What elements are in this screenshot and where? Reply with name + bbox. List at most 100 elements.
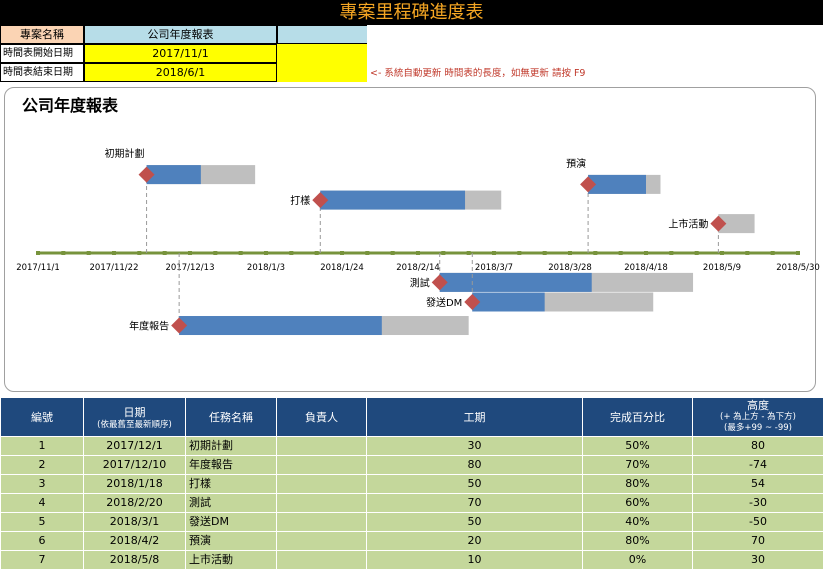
cell-height[interactable]: 70 [692,531,823,551]
task-bar-remaining[interactable] [718,214,755,234]
col-header-id[interactable]: 編號 [0,397,84,437]
cell-id[interactable]: 5 [0,512,84,532]
cell-id[interactable]: 1 [0,436,84,456]
cell-percent[interactable]: 40% [582,512,693,532]
cell-date[interactable]: 2017/12/1 [83,436,186,456]
col-header-height-sub2: (最多+99 ~ -99) [724,423,792,433]
cell-owner[interactable] [276,455,367,475]
cell-duration[interactable]: 80 [366,455,583,475]
cell-owner[interactable] [276,550,367,570]
cell-duration[interactable]: 50 [366,474,583,494]
axis-marker [745,251,750,255]
col-header-height-label: 高度 [747,399,769,412]
axis-marker [669,251,674,255]
cell-percent[interactable]: 80% [582,474,693,494]
cell-task[interactable]: 發送DM [185,512,277,532]
axis-marker [314,251,319,255]
milestone-marker[interactable] [580,176,597,193]
cell-task[interactable]: 測試 [185,493,277,513]
cell-height[interactable]: 30 [692,550,823,570]
cell-date[interactable]: 2017/12/10 [83,455,186,475]
cell-task[interactable]: 預演 [185,531,277,551]
cell-task[interactable]: 上市活動 [185,550,277,570]
cell-owner[interactable] [276,512,367,532]
table-row: 5 2018/3/1 發送DM 50 40% -50 [0,512,823,532]
timeline-chart[interactable] [4,87,816,392]
col-header-height[interactable]: 高度 (+ 為上方 - 為下方) (最多+99 ~ -99) [692,397,823,437]
cell-date[interactable]: 2018/5/8 [83,550,186,570]
cell-id[interactable]: 7 [0,550,84,570]
col-header-owner[interactable]: 負責人 [276,397,367,437]
milestone-marker[interactable] [464,294,481,310]
cell-date[interactable]: 2018/1/18 [83,474,186,494]
cell-date[interactable]: 2018/3/1 [83,512,186,532]
end-date-field[interactable]: 2018/6/1 [84,63,277,82]
start-date-field[interactable]: 2017/11/1 [84,44,277,63]
cell-owner[interactable] [276,531,367,551]
cell-owner[interactable] [276,493,367,513]
col-header-percent[interactable]: 完成百分比 [582,397,693,437]
milestone-marker[interactable] [312,192,329,209]
auto-update-hint: <- 系統自動更新 時間表的長度，如無更新 請按 F9 [370,68,586,79]
milestone-marker[interactable] [171,317,188,334]
cell-date[interactable]: 2018/2/20 [83,493,186,513]
axis-tick-label: 2018/3/7 [475,263,513,273]
start-date-extra-cell[interactable] [277,44,367,63]
axis-tick-label: 2018/1/3 [247,263,285,273]
col-header-date[interactable]: 日期 (依最舊至最新順序) [83,397,186,437]
axis-marker [86,251,91,255]
project-name-extra-cell[interactable] [277,25,367,44]
cell-id[interactable]: 4 [0,493,84,513]
cell-percent[interactable]: 80% [582,531,693,551]
cell-task[interactable]: 年度報告 [185,455,277,475]
milestone-marker[interactable] [431,274,448,291]
cell-date[interactable]: 2018/4/2 [83,531,186,551]
milestone-marker[interactable] [138,166,155,183]
col-header-height-sub1: (+ 為上方 - 為下方) [720,412,796,422]
end-date-extra-cell[interactable] [277,63,367,82]
task-bar-complete[interactable] [146,165,201,185]
cell-height[interactable]: -30 [692,493,823,513]
cell-height[interactable]: 54 [692,474,823,494]
task-bar-complete[interactable] [588,174,646,194]
axis-marker [770,251,775,255]
task-bar-complete[interactable] [439,272,592,292]
cell-percent[interactable]: 70% [582,455,693,475]
task-bar-complete[interactable] [179,316,382,336]
axis-marker [441,251,446,255]
cell-duration[interactable]: 20 [366,531,583,551]
axis-tick-label: 2018/5/9 [703,263,741,273]
cell-percent[interactable]: 60% [582,493,693,513]
cell-id[interactable]: 3 [0,474,84,494]
axis-marker [365,251,370,255]
cell-id[interactable]: 2 [0,455,84,475]
cell-duration[interactable]: 30 [366,436,583,456]
table-row: 1 2017/12/1 初期計劃 30 50% 80 [0,436,823,456]
cell-owner[interactable] [276,474,367,494]
axis-tick-label: 2018/4/18 [624,263,668,273]
project-name-value[interactable]: 公司年度報表 [84,25,277,44]
task-bar-complete[interactable] [320,190,466,210]
cell-owner[interactable] [276,436,367,456]
cell-percent[interactable]: 50% [582,436,693,456]
cell-height[interactable]: -74 [692,455,823,475]
chart-title: 公司年度報表 [22,96,119,115]
page-title: 專案里程碑進度表 [0,0,823,25]
col-header-task[interactable]: 任務名稱 [185,397,277,437]
axis-marker [36,251,40,255]
cell-percent[interactable]: 0% [582,550,693,570]
cell-task[interactable]: 初期計劃 [185,436,277,456]
task-bar-complete[interactable] [472,292,545,312]
cell-duration[interactable]: 10 [366,550,583,570]
cell-id[interactable]: 6 [0,531,84,551]
cell-height[interactable]: -50 [692,512,823,532]
cell-height[interactable]: 80 [692,436,823,456]
task-label: 初期計劃 [105,147,145,160]
col-header-duration[interactable]: 工期 [366,397,583,437]
start-date-label: 時間表開始日期 [0,44,84,63]
end-date-label: 時間表結束日期 [0,63,84,82]
cell-duration[interactable]: 50 [366,512,583,532]
milestone-marker[interactable] [710,215,727,232]
cell-duration[interactable]: 70 [366,493,583,513]
cell-task[interactable]: 打樣 [185,474,277,494]
